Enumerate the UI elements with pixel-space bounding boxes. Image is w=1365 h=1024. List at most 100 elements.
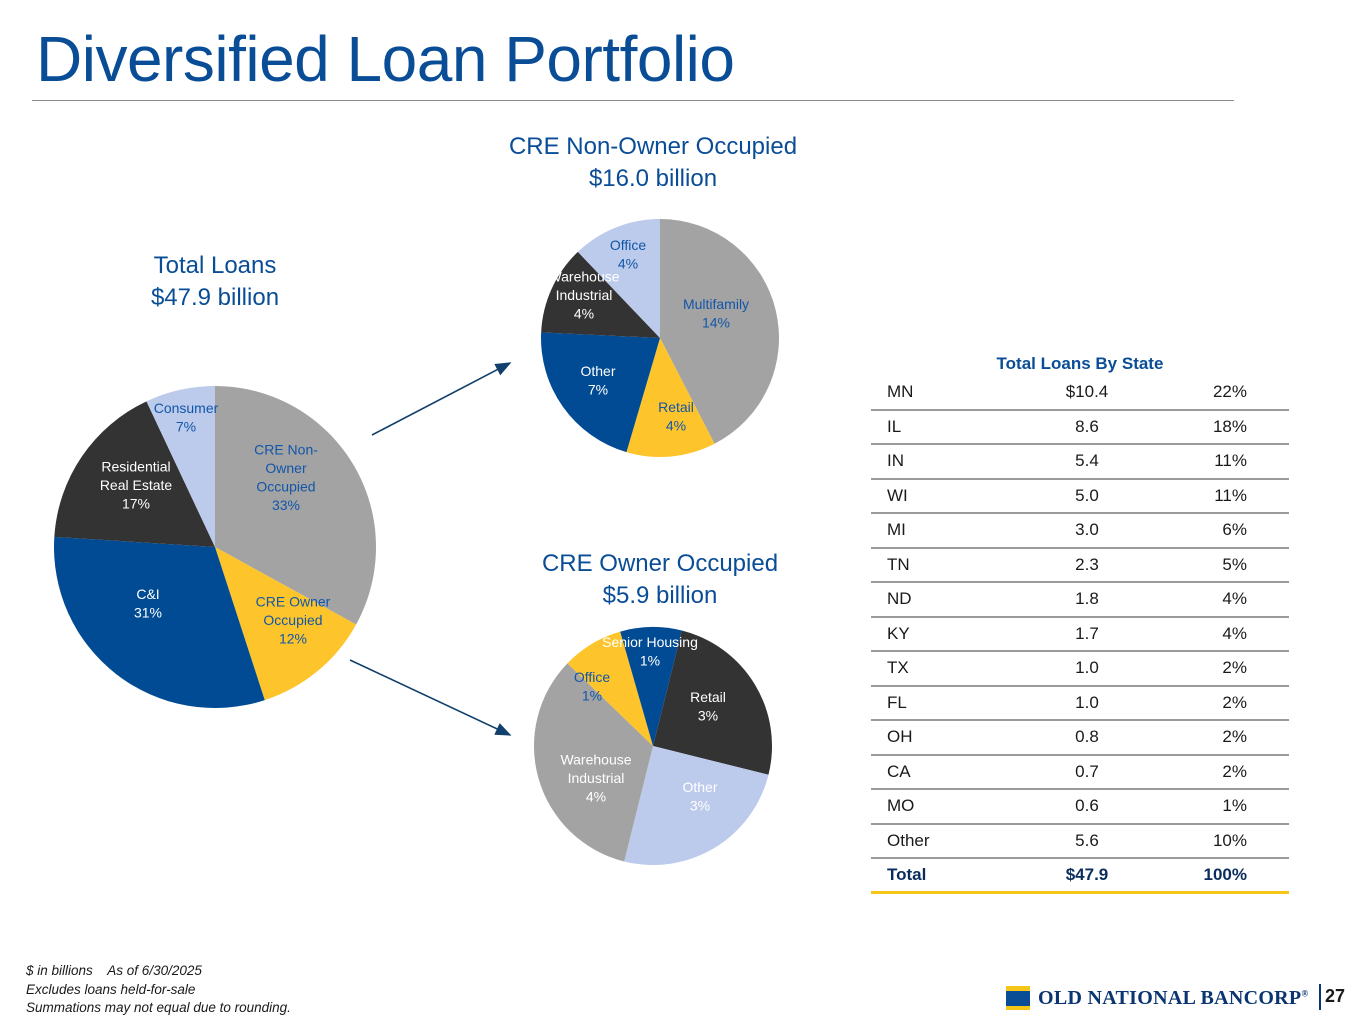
table-row: MI 3.0 6% bbox=[871, 514, 1289, 549]
cre-owner-title-line1: CRE Owner Occupied bbox=[541, 550, 779, 577]
pie-slice-label: Residential Real Estate 17% bbox=[100, 459, 173, 512]
pie-slice-label: Office 4% bbox=[610, 237, 647, 271]
pie-slice bbox=[54, 536, 265, 708]
state-name: TN bbox=[887, 554, 910, 574]
pie-slice bbox=[620, 626, 682, 746]
pie-slice-label-line: Other bbox=[682, 779, 717, 795]
pie-slice bbox=[660, 219, 779, 444]
state-amount: 1.0 bbox=[1075, 658, 1099, 678]
state-percent: 1% bbox=[1222, 796, 1247, 816]
state-percent: 4% bbox=[1222, 589, 1247, 609]
state-percent: 2% bbox=[1222, 692, 1247, 712]
table-title: Total Loans By State bbox=[996, 354, 1164, 373]
pie-slice-label-line: 33% bbox=[272, 497, 300, 513]
state-amount: 5.4 bbox=[1075, 451, 1099, 471]
table-row: ND 1.8 4% bbox=[871, 583, 1289, 618]
cre-non-owner-pie: Multifamily 14% Retail 4% Other 7% Warehouse In… bbox=[540, 219, 779, 458]
pie-slice bbox=[215, 547, 357, 701]
pie-slice-label-line: 1% bbox=[582, 687, 602, 703]
table-row: IL 8.6 18% bbox=[871, 411, 1289, 445]
page-title: Diversified Loan Portfolio bbox=[36, 23, 735, 95]
state-name: ND bbox=[887, 589, 912, 609]
pie-slice-label-line: Office bbox=[610, 237, 647, 253]
pie-slice-label-line: Warehouse bbox=[548, 269, 619, 285]
table-row: TX 1.0 2% bbox=[871, 652, 1289, 687]
total-loans-title-line2: $47.9 billion bbox=[150, 284, 280, 311]
table-row: TN 2.3 5% bbox=[871, 549, 1289, 583]
pie-slice-label-line: CRE Owner bbox=[256, 594, 331, 610]
pie-slice bbox=[653, 630, 773, 775]
pie-slice-label-line: C&I bbox=[136, 586, 159, 602]
pie-slice-label-line: 4% bbox=[574, 306, 594, 322]
pie-slice-label: CRE Non- Owner Occupied 33% bbox=[254, 441, 318, 513]
state-amount: 5.0 bbox=[1075, 485, 1099, 505]
state-name: Other bbox=[887, 830, 930, 850]
pie-slice bbox=[567, 631, 653, 746]
pie-slice-label-line: 7% bbox=[588, 381, 608, 397]
cre-non-owner-title-line2: $16.0 billion bbox=[588, 165, 718, 192]
state-amount: 0.8 bbox=[1075, 727, 1099, 747]
state-name: TX bbox=[887, 658, 909, 678]
total-loans-title-line1: Total Loans bbox=[153, 252, 277, 279]
pie-slice-label-line: Warehouse bbox=[560, 752, 631, 768]
pie-slice-label-line: 1% bbox=[640, 652, 660, 668]
pie-slice bbox=[215, 386, 377, 625]
cre-non-owner-title-line1: CRE Non-Owner Occupied bbox=[508, 133, 798, 160]
cre-owner-title: CRE Owner Occupied $5.9 billion bbox=[460, 548, 860, 612]
arrow-to-non-owner bbox=[371, 362, 512, 436]
pie-slice-label-line: Owner bbox=[265, 460, 307, 476]
pie-slice-label-line: Retail bbox=[658, 399, 694, 415]
pie-slice-label-line: Senior Housing bbox=[602, 634, 698, 650]
table-body: MN $10.4 22% IL 8.6 18% IN 5.4 11% WI 5.0 11% MI 3.0 6… bbox=[871, 376, 1289, 859]
pie-slice-label: Retail 3% bbox=[690, 689, 726, 724]
table-row: WI 5.0 11% bbox=[871, 480, 1289, 514]
pie-slice bbox=[146, 386, 215, 547]
pie-slice-label-line: Office bbox=[574, 669, 611, 685]
cre-owner-pie: Retail 3% Other 3% Warehouse Industrial 4% Offi… bbox=[534, 626, 773, 866]
pie-slice-label-line: Occupied bbox=[263, 612, 322, 628]
pie-slice-label-line: Retail bbox=[690, 689, 726, 705]
state-amount: 1.0 bbox=[1075, 692, 1099, 712]
state-name: OH bbox=[887, 727, 913, 747]
pie-slice-label: Multifamily 14% bbox=[683, 296, 749, 331]
table-row: Other 5.6 10% bbox=[871, 825, 1289, 859]
state-percent: 2% bbox=[1222, 761, 1247, 781]
pie-slice-label: Warehouse Industrial 4% bbox=[560, 752, 631, 805]
pie-slice-label-line: 12% bbox=[279, 631, 307, 647]
state-name: KY bbox=[887, 623, 910, 643]
pie-slice-label: Office 1% bbox=[574, 669, 611, 704]
footnote-3: Summations may not equal due to rounding… bbox=[26, 1000, 291, 1015]
pie-slice-label-line: Industrial bbox=[556, 287, 613, 303]
pie-slice-label: Senior Housing 1% bbox=[602, 634, 698, 669]
pie-slice-label-line: Residential bbox=[101, 459, 170, 475]
table-row: MO 0.6 1% bbox=[871, 790, 1289, 825]
pie-slice-label-line: 7% bbox=[176, 418, 196, 434]
pie-slice-label-line: 14% bbox=[702, 314, 730, 330]
old-national-logo: OLD NATIONAL BANCORP® bbox=[1006, 985, 1308, 1011]
pie-slice-label: Consumer 7% bbox=[154, 400, 219, 435]
pie-slice bbox=[541, 251, 660, 338]
pie-slice-label-line: 4% bbox=[586, 789, 606, 805]
pie-slice-label: Other 3% bbox=[682, 779, 717, 814]
total-label: Total bbox=[887, 864, 927, 884]
cre-owner-title-line2: $5.9 billion bbox=[602, 582, 718, 609]
state-name: IL bbox=[887, 416, 902, 436]
state-percent: 18% bbox=[1212, 416, 1247, 436]
state-amount: 5.6 bbox=[1075, 830, 1099, 850]
pie-slice-label: C&I 31% bbox=[134, 586, 162, 621]
pie-slice-label: Other 7% bbox=[580, 363, 615, 398]
pie-slice-label-line: Industrial bbox=[568, 770, 625, 786]
pie-slice bbox=[577, 219, 660, 338]
footnote-1: $ in billions As of 6/30/2025 bbox=[26, 963, 202, 978]
state-name: WI bbox=[887, 485, 908, 505]
page-number-divider bbox=[1319, 984, 1321, 1010]
pie-slice bbox=[540, 332, 660, 453]
table-row: FL 1.0 2% bbox=[871, 687, 1289, 721]
pie-slice-label-line: Multifamily bbox=[683, 296, 749, 312]
state-percent: 6% bbox=[1222, 520, 1247, 540]
table-row: CA 0.7 2% bbox=[871, 756, 1289, 790]
state-name: MN bbox=[887, 382, 914, 402]
state-name: IN bbox=[887, 451, 904, 471]
pie-slice-label-line: 17% bbox=[122, 496, 150, 512]
pie-slice bbox=[624, 746, 769, 866]
